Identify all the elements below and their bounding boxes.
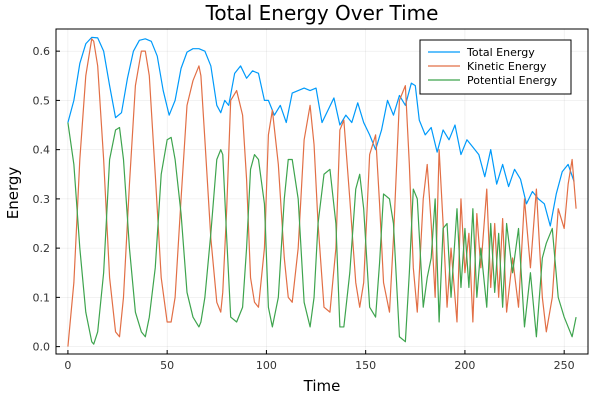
series-line-potential-energy [67,122,577,345]
x-tick-label: 200 [454,359,475,372]
series-line-total-energy [67,36,575,227]
y-tick-label: 0.1 [33,291,51,304]
legend-label-potential-energy: Potential Energy [467,74,558,87]
legend: Total Energy Kinetic Energy Potential En… [419,39,572,95]
y-axis-title: Energy [4,167,22,220]
y-tick-label: 0.2 [33,242,51,255]
axis-ticks: 0 50 100 150 200 250 0.0 0.1 0.2 0.3 0.4 0.5 0.6 [33,45,575,372]
y-tick-label: 0.6 [33,45,51,58]
legend-box [419,39,572,95]
series-layer [67,36,577,347]
x-tick-label: 50 [160,359,174,372]
legend-label-total-energy: Total Energy [466,46,535,59]
x-tick-label: 250 [554,359,575,372]
legend-label-kinetic-energy: Kinetic Energy [467,60,547,73]
x-axis-title: Time [303,377,341,395]
x-tick-label: 150 [355,359,376,372]
chart-title: Total Energy Over Time [205,1,439,25]
y-tick-label: 0.4 [33,144,51,157]
y-tick-label: 0.3 [33,193,51,206]
x-tick-label: 0 [64,359,71,372]
plot-frame [55,28,589,355]
x-tick-label: 100 [256,359,277,372]
y-tick-label: 0.0 [33,341,51,354]
y-tick-label: 0.5 [33,94,51,107]
